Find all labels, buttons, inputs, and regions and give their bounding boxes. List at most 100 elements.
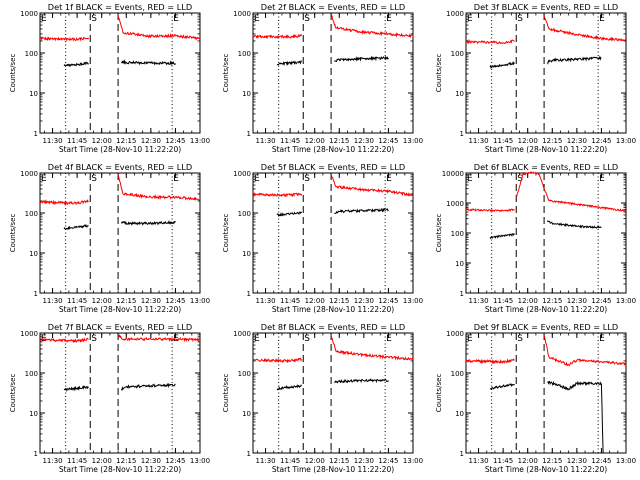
y-axis-label: Counts/sec	[9, 374, 17, 413]
x-tick-label: 12:15	[116, 137, 136, 145]
panel-title: Det 8f BLACK = Events, RED = LLD	[261, 322, 405, 332]
x-tick-label: 11:30	[468, 137, 488, 145]
detector-panel: Det 3f BLACK = Events, RED = LLD 1 10 100 10…	[435, 2, 636, 154]
lld-rate-line	[117, 14, 201, 41]
event-marker-label: S	[517, 174, 523, 184]
y-tick-label: 100	[238, 210, 251, 218]
x-tick-label: 12:15	[116, 297, 136, 305]
y-tick-label: 1	[34, 290, 38, 298]
x-tick-label: 12:30	[141, 457, 161, 465]
x-axis-label: Start Time (28-Nov-10 11:22:20)	[272, 305, 394, 314]
events-rate-line	[120, 382, 176, 392]
events-rate-line	[120, 220, 176, 226]
lld-rate-line	[543, 188, 627, 212]
x-tick-label: 11:30	[255, 457, 275, 465]
plot-frame	[39, 172, 201, 294]
plot-frame	[252, 332, 414, 454]
y-tick-label: 1	[247, 290, 251, 298]
x-tick-label: 13:00	[616, 137, 636, 145]
x-tick-label: 12:15	[542, 457, 562, 465]
event-marker-label: E	[599, 334, 605, 344]
x-tick-label: 13:00	[403, 297, 423, 305]
x-tick-label: 12:00	[92, 137, 112, 145]
events-rate-line	[63, 223, 89, 231]
panel-title: Det 1f BLACK = Events, RED = LLD	[48, 2, 192, 12]
lld-rate-line	[330, 14, 414, 39]
detector-panel: Det 1f BLACK = Events, RED = LLD 1 10 100 10…	[9, 2, 210, 154]
x-axis-label: Start Time (28-Nov-10 11:22:20)	[485, 305, 607, 314]
x-tick-label: 12:00	[92, 297, 112, 305]
events-rate-line	[546, 220, 602, 229]
x-tick-label: 13:00	[616, 457, 636, 465]
lld-rate-line	[117, 334, 201, 343]
x-tick-label: 11:30	[255, 297, 275, 305]
event-marker-label: E	[386, 334, 392, 344]
event-marker-label: S	[304, 334, 310, 344]
x-tick-label: 11:45	[493, 457, 513, 465]
x-axis-label: Start Time (28-Nov-10 11:22:20)	[485, 145, 607, 154]
y-tick-label: 1	[460, 450, 464, 458]
y-tick-label: 1	[34, 450, 38, 458]
y-tick-label: 1000	[20, 10, 38, 18]
y-tick-label: 10	[455, 260, 464, 268]
y-axis-label: Counts/sec	[435, 214, 443, 253]
x-tick-label: 12:15	[329, 457, 349, 465]
event-marker-label: E	[467, 174, 473, 184]
events-rate-line	[63, 61, 89, 68]
x-tick-label: 11:45	[493, 137, 513, 145]
panel-title: Det 6f BLACK = Events, RED = LLD	[474, 162, 618, 172]
y-tick-label: 100	[451, 230, 464, 238]
x-tick-label: 12:45	[378, 297, 398, 305]
x-tick-label: 12:15	[542, 297, 562, 305]
x-tick-label: 12:00	[518, 457, 538, 465]
x-tick-label: 11:45	[493, 297, 513, 305]
panel-title: Det 4f BLACK = Events, RED = LLD	[48, 162, 192, 172]
x-tick-label: 12:00	[518, 297, 538, 305]
event-marker-label: S	[517, 14, 523, 24]
x-axis-label: Start Time (28-Nov-10 11:22:20)	[59, 145, 181, 154]
events-rate-line	[334, 207, 389, 214]
x-tick-label: 12:15	[329, 297, 349, 305]
event-marker-label: E	[173, 174, 179, 184]
detector-panel: Det 5f BLACK = Events, RED = LLD 1 10 100 10…	[222, 162, 423, 314]
x-tick-label: 12:45	[165, 137, 185, 145]
x-tick-label: 12:45	[591, 457, 611, 465]
x-tick-label: 12:45	[378, 137, 398, 145]
x-tick-label: 12:30	[354, 297, 374, 305]
x-axis-label: Start Time (28-Nov-10 11:22:20)	[272, 145, 394, 154]
x-tick-label: 11:30	[255, 137, 275, 145]
lld-rate-line	[543, 334, 627, 367]
x-tick-label: 11:45	[280, 137, 300, 145]
event-marker-label: E	[467, 14, 473, 24]
x-tick-label: 11:30	[468, 297, 488, 305]
events-rate-line	[334, 378, 389, 384]
x-tick-label: 11:45	[67, 457, 87, 465]
y-tick-label: 1	[247, 130, 251, 138]
x-tick-label: 12:00	[305, 297, 325, 305]
y-tick-label: 100	[238, 370, 251, 378]
event-marker-label: S	[91, 334, 97, 344]
y-tick-label: 1000	[233, 10, 251, 18]
y-tick-label: 10	[455, 410, 464, 418]
x-tick-label: 12:15	[542, 137, 562, 145]
x-tick-label: 12:45	[591, 297, 611, 305]
y-tick-label: 100	[451, 370, 464, 378]
x-tick-label: 12:30	[141, 137, 161, 145]
event-marker-label: E	[254, 174, 260, 184]
x-tick-label: 12:30	[354, 137, 374, 145]
y-tick-label: 100	[451, 50, 464, 58]
event-marker-label: E	[386, 14, 392, 24]
event-marker-label: E	[599, 174, 605, 184]
lld-rate-line	[39, 337, 89, 344]
lld-rate-line	[465, 358, 515, 365]
x-tick-label: 12:00	[305, 137, 325, 145]
x-tick-label: 12:45	[378, 457, 398, 465]
lld-rate-line	[465, 207, 515, 213]
y-tick-label: 10	[242, 410, 251, 418]
y-tick-label: 1000	[20, 170, 38, 178]
plot-frame	[252, 12, 414, 134]
lld-rate-line	[252, 357, 303, 364]
event-marker-label: E	[41, 14, 47, 24]
events-rate-line	[334, 55, 389, 63]
y-tick-label: 10	[455, 90, 464, 98]
